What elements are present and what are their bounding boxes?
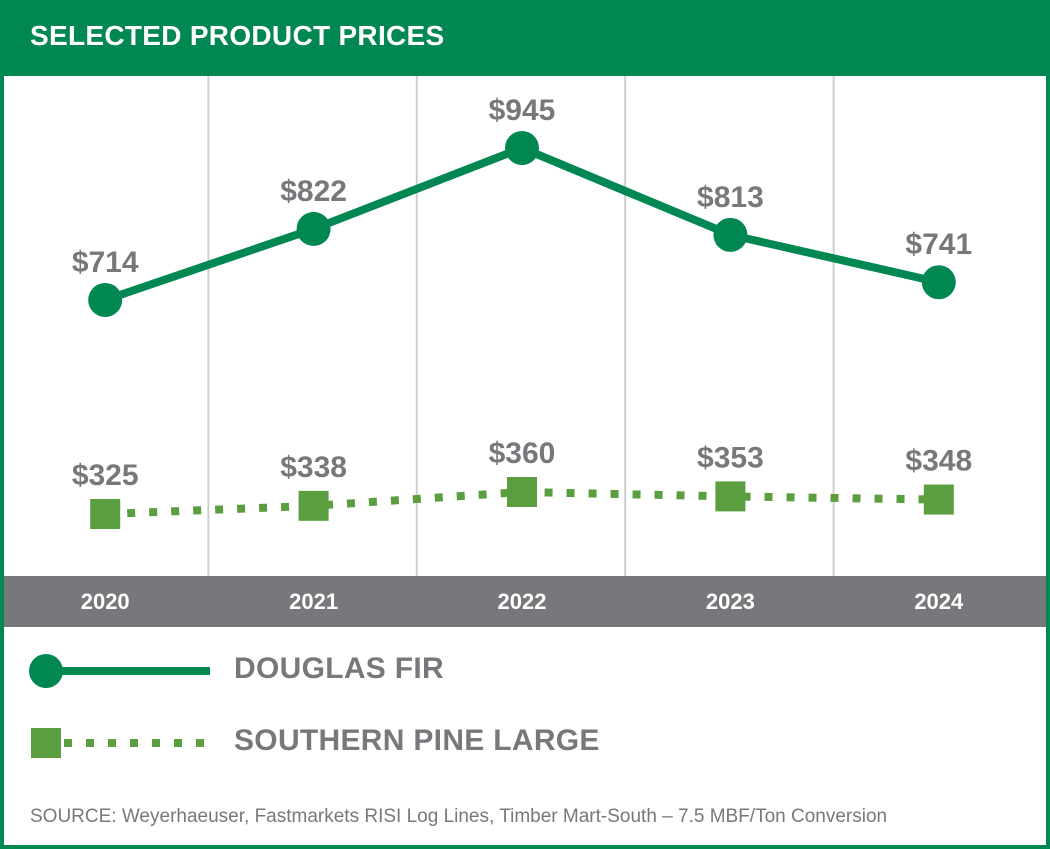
southern-pine-point: [923, 484, 954, 515]
douglas-fir-data-label: $822: [280, 175, 347, 208]
douglas-fir-data-label: $741: [905, 228, 972, 261]
page-title: SELECTED PRODUCT PRICES: [30, 20, 445, 51]
legend-douglas-fir-label: DOUGLAS FIR: [234, 652, 444, 685]
x-tick-label: 2024: [914, 589, 964, 614]
southern-pine-data-label: $348: [905, 445, 972, 478]
southern-pine-data-label: $325: [72, 459, 139, 492]
southern-pine-point: [507, 477, 537, 507]
header-bar: SELECTED PRODUCT PRICES: [0, 0, 1050, 76]
legend-douglas-fir-swatch: [29, 654, 210, 688]
x-tick-label: 2021: [289, 589, 338, 614]
douglas-fir-point: [505, 131, 539, 165]
southern-pine-line: [105, 487, 939, 518]
southern-pine-data-label: $360: [489, 437, 556, 470]
southern-pine-point: [90, 499, 121, 529]
legend-southern-pine-label: SOUTHERN PINE LARGE: [234, 724, 600, 757]
southern-pine-point: [715, 481, 746, 512]
x-tick-label: 2023: [706, 589, 755, 614]
southern-pine-point: [298, 490, 329, 521]
source-note: SOURCE: Weyerhaeuser, Fastmarkets RISI L…: [30, 806, 888, 827]
southern-pine-data-label: $338: [280, 451, 347, 484]
douglas-fir-point: [921, 265, 956, 300]
douglas-fir-point: [296, 211, 331, 246]
douglas-fir-data-label: $945: [489, 94, 556, 127]
legend-southern-pine-swatch: [31, 728, 210, 758]
douglas-fir-point: [88, 283, 123, 317]
legend-item-southern-pine: SOUTHERN PINE LARGE: [28, 723, 628, 763]
x-tick-label: 2020: [81, 589, 130, 614]
southern-pine-data-label: $353: [697, 441, 764, 474]
x-tick-label: 2022: [498, 589, 547, 614]
douglas-fir-data-label: $813: [697, 181, 764, 214]
douglas-fir-point: [713, 217, 748, 252]
legend-item-douglas-fir: DOUGLAS FIR: [28, 651, 628, 691]
x-axis-band: [4, 576, 1046, 627]
douglas-fir-data-label: $714: [72, 246, 139, 279]
douglas-fir-line: [103, 144, 940, 304]
